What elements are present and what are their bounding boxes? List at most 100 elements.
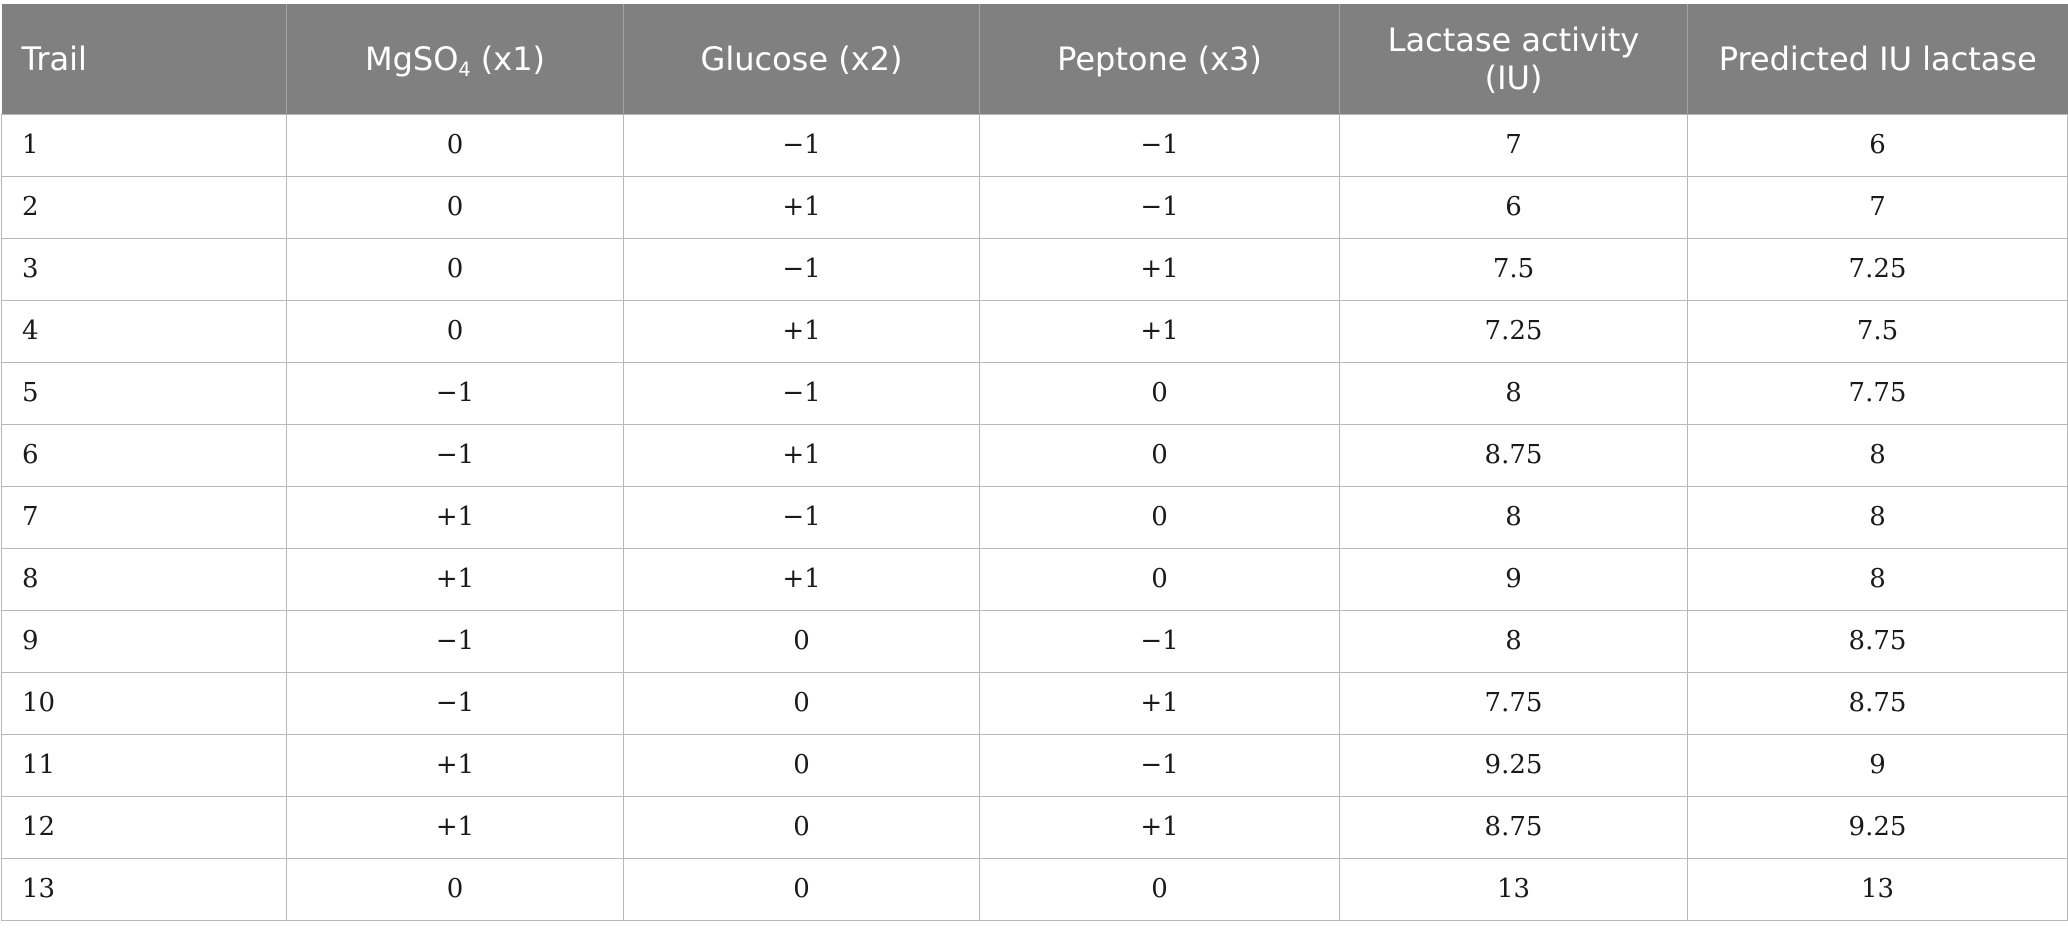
table-row: 11 +1 0 −1 9.25 9: [1, 733, 2068, 797]
cell-glucose: 0: [623, 733, 980, 797]
cell-predicted: 9.25: [1687, 795, 2068, 859]
cell-predicted: 8: [1687, 485, 2068, 549]
cell-glucose: +1: [623, 423, 980, 487]
cell-predicted: 8: [1687, 423, 2068, 487]
table-row: 4 0 +1 +1 7.25 7.5: [1, 299, 2068, 363]
table-row: 9 −1 0 −1 8 8.75: [1, 609, 2068, 673]
table-body: 1 0 −1 −1 7 6 2 0 +1 −1 6 7 3 0 −1 +1 7.5 7.25 4 0 +1 +1 7.25 7…: [1, 113, 2068, 921]
cell-peptone: 0: [979, 485, 1340, 549]
cell-mgso4: 0: [286, 175, 624, 239]
cell-lactase-activity: 8: [1339, 485, 1688, 549]
cell-predicted: 9: [1687, 733, 2068, 797]
cell-mgso4: −1: [286, 671, 624, 735]
cell-trail: 7: [1, 485, 287, 549]
header-mgso4-suffix: (x1): [470, 39, 546, 78]
cell-trail: 6: [1, 423, 287, 487]
table-row: 6 −1 +1 0 8.75 8: [1, 423, 2068, 487]
cell-predicted: 8.75: [1687, 609, 2068, 673]
table-row: 3 0 −1 +1 7.5 7.25: [1, 237, 2068, 301]
cell-lactase-activity: 8.75: [1339, 423, 1688, 487]
cell-mgso4: +1: [286, 547, 624, 611]
cell-mgso4: 0: [286, 299, 624, 363]
cell-mgso4: +1: [286, 485, 624, 549]
cell-glucose: 0: [623, 671, 980, 735]
cell-peptone: −1: [979, 113, 1340, 177]
cell-peptone: −1: [979, 733, 1340, 797]
cell-predicted: 8.75: [1687, 671, 2068, 735]
cell-trail: 1: [1, 113, 287, 177]
cell-trail: 5: [1, 361, 287, 425]
cell-lactase-activity: 6: [1339, 175, 1688, 239]
table-row: 2 0 +1 −1 6 7: [1, 175, 2068, 239]
header-glucose: Glucose (x2): [623, 4, 980, 114]
cell-predicted: 6: [1687, 113, 2068, 177]
lactase-table: Trail MgSO4 (x1) Glucose (x2) Peptone (x…: [1, 4, 2068, 921]
cell-trail: 12: [1, 795, 287, 859]
cell-peptone: 0: [979, 423, 1340, 487]
cell-mgso4: −1: [286, 423, 624, 487]
cell-trail: 13: [1, 857, 287, 921]
cell-predicted: 7.25: [1687, 237, 2068, 301]
cell-glucose: 0: [623, 609, 980, 673]
cell-glucose: −1: [623, 113, 980, 177]
header-mgso4-base: MgSO: [364, 39, 459, 78]
cell-glucose: −1: [623, 237, 980, 301]
table-row: 1 0 −1 −1 7 6: [1, 113, 2068, 177]
cell-peptone: −1: [979, 609, 1340, 673]
cell-mgso4: +1: [286, 795, 624, 859]
cell-lactase-activity: 8.75: [1339, 795, 1688, 859]
header-row: Trail MgSO4 (x1) Glucose (x2) Peptone (x…: [1, 4, 2068, 114]
cell-trail: 11: [1, 733, 287, 797]
cell-mgso4: 0: [286, 857, 624, 921]
cell-glucose: −1: [623, 361, 980, 425]
cell-predicted: 7.5: [1687, 299, 2068, 363]
table-header: Trail MgSO4 (x1) Glucose (x2) Peptone (x…: [1, 4, 2068, 114]
cell-predicted: 7.75: [1687, 361, 2068, 425]
header-predicted: Predicted IU lactase: [1687, 4, 2068, 114]
cell-lactase-activity: 9.25: [1339, 733, 1688, 797]
cell-glucose: 0: [623, 857, 980, 921]
cell-predicted: 13: [1687, 857, 2068, 921]
cell-peptone: 0: [979, 547, 1340, 611]
table-row: 5 −1 −1 0 8 7.75: [1, 361, 2068, 425]
cell-peptone: +1: [979, 795, 1340, 859]
cell-lactase-activity: 7.25: [1339, 299, 1688, 363]
cell-trail: 4: [1, 299, 287, 363]
cell-peptone: −1: [979, 175, 1340, 239]
cell-lactase-activity: 7.75: [1339, 671, 1688, 735]
cell-glucose: +1: [623, 547, 980, 611]
cell-mgso4: −1: [286, 361, 624, 425]
cell-glucose: −1: [623, 485, 980, 549]
data-table-container: Trail MgSO4 (x1) Glucose (x2) Peptone (x…: [1, 4, 2068, 921]
table-row: 10 −1 0 +1 7.75 8.75: [1, 671, 2068, 735]
cell-peptone: +1: [979, 299, 1340, 363]
cell-lactase-activity: 8: [1339, 609, 1688, 673]
header-trail: Trail: [1, 4, 287, 114]
cell-peptone: +1: [979, 237, 1340, 301]
table-row: 8 +1 +1 0 9 8: [1, 547, 2068, 611]
cell-mgso4: 0: [286, 113, 624, 177]
header-peptone: Peptone (x3): [979, 4, 1340, 114]
cell-trail: 9: [1, 609, 287, 673]
cell-predicted: 8: [1687, 547, 2068, 611]
cell-lactase-activity: 7: [1339, 113, 1688, 177]
table-row: 7 +1 −1 0 8 8: [1, 485, 2068, 549]
header-lactase-activity: Lactase activity (IU): [1339, 4, 1688, 114]
cell-glucose: +1: [623, 299, 980, 363]
cell-trail: 3: [1, 237, 287, 301]
header-mgso4-sub: 4: [458, 57, 471, 81]
cell-predicted: 7: [1687, 175, 2068, 239]
cell-trail: 8: [1, 547, 287, 611]
cell-trail: 10: [1, 671, 287, 735]
cell-mgso4: −1: [286, 609, 624, 673]
table-row: 12 +1 0 +1 8.75 9.25: [1, 795, 2068, 859]
cell-glucose: 0: [623, 795, 980, 859]
cell-peptone: 0: [979, 857, 1340, 921]
cell-mgso4: +1: [286, 733, 624, 797]
cell-glucose: +1: [623, 175, 980, 239]
cell-peptone: +1: [979, 671, 1340, 735]
cell-peptone: 0: [979, 361, 1340, 425]
cell-lactase-activity: 7.5: [1339, 237, 1688, 301]
cell-lactase-activity: 8: [1339, 361, 1688, 425]
cell-mgso4: 0: [286, 237, 624, 301]
